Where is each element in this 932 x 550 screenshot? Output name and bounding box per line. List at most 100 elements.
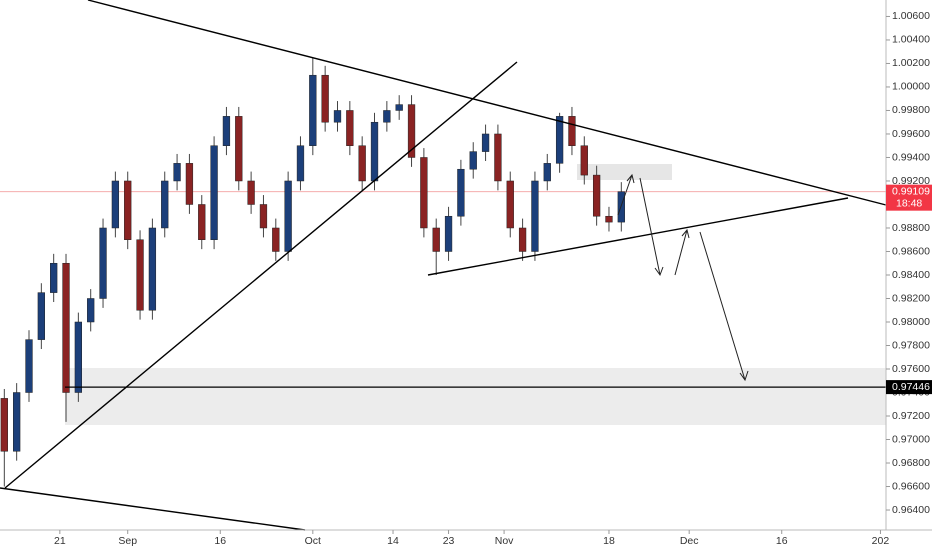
- candle-body: [185, 163, 194, 205]
- candle-body: [420, 157, 428, 229]
- y-tick-label: 0.96800: [892, 457, 930, 469]
- y-tick-label: 0.97600: [892, 363, 930, 375]
- candle-body: [111, 180, 120, 229]
- candle-body: [531, 180, 539, 252]
- x-tick-label: 21: [54, 535, 66, 547]
- last-price-box: [886, 184, 932, 211]
- candle-body: [592, 174, 601, 217]
- candle-body: [74, 321, 83, 393]
- level-label-box: [886, 380, 932, 395]
- y-tick-label: 0.99800: [892, 104, 930, 116]
- candle-body: [173, 163, 181, 182]
- y-tick-label: 1.00400: [892, 34, 930, 46]
- candle-body: [432, 227, 440, 252]
- x-tick-label: Nov: [495, 535, 514, 547]
- candle-body: [494, 133, 502, 182]
- trendline: [427, 197, 849, 276]
- x-tick-label: Sep: [118, 535, 137, 547]
- candle-body: [148, 227, 157, 311]
- arrow: [699, 231, 749, 382]
- axes: 0.96400 0.96600 0.96800 0.97000 0.97200 0.974…: [54, 10, 932, 547]
- target-box: [577, 164, 672, 180]
- y-tick-label: 0.99400: [892, 151, 930, 163]
- candle-body: [395, 104, 403, 111]
- candle-body: [407, 104, 416, 158]
- candle-body: [444, 215, 453, 252]
- y-tick-label: 0.98600: [892, 245, 930, 257]
- candle-body: [333, 110, 342, 123]
- y-tick-label: 1.00000: [892, 81, 930, 93]
- candle-body: [62, 262, 70, 393]
- candle-body: [321, 74, 329, 123]
- candle-body: [87, 298, 95, 323]
- candle-body: [25, 339, 33, 393]
- candle-body: [272, 227, 280, 252]
- candle-body: [580, 145, 588, 176]
- candle-body: [0, 398, 8, 452]
- candle-body: [469, 151, 477, 170]
- candle-body: [383, 110, 391, 123]
- x-tick-label: 202: [872, 535, 890, 547]
- candle-body: [222, 116, 231, 146]
- y-tick-label: 0.99200: [892, 175, 930, 187]
- candle-body: [568, 116, 576, 146]
- candle-body: [506, 180, 514, 229]
- candle-body: [37, 292, 45, 340]
- y-tick-label: 0.97000: [892, 433, 930, 445]
- y-tick-label: 0.97200: [892, 410, 930, 422]
- candle-body: [13, 392, 21, 452]
- candle-body: [124, 180, 132, 240]
- y-tick-label: 0.99600: [892, 128, 930, 140]
- candle-body: [358, 145, 366, 182]
- candle-body: [605, 215, 613, 223]
- candle-body: [555, 116, 564, 164]
- candle-body: [370, 121, 379, 182]
- candle-body: [346, 110, 354, 146]
- candle-body: [259, 204, 268, 229]
- x-tick-label: 16: [776, 535, 788, 547]
- arrow: [674, 228, 690, 276]
- x-tick-label: Dec: [680, 535, 699, 547]
- arrow: [617, 173, 635, 216]
- candle-body: [247, 180, 255, 205]
- trendline: [4, 61, 518, 489]
- candle-body: [481, 133, 490, 152]
- x-tick-label: Oct: [305, 535, 321, 547]
- candle-body: [296, 145, 305, 182]
- candle-body: [235, 116, 243, 182]
- y-tick-label: 1.00200: [892, 57, 930, 69]
- candle-body: [136, 239, 144, 311]
- candle-body: [543, 163, 551, 182]
- y-tick-label: 0.97800: [892, 339, 930, 351]
- trendline: [87, 0, 887, 206]
- candle-body: [198, 204, 206, 240]
- candle-body: [457, 168, 465, 217]
- candle-body: [284, 180, 292, 252]
- arrows: [617, 173, 749, 382]
- y-tick-label: 1.00600: [892, 10, 930, 22]
- candle-body: [99, 227, 107, 299]
- candle-body: [518, 227, 527, 252]
- y-tick-label: 0.98000: [892, 316, 930, 328]
- arrow: [639, 177, 664, 277]
- x-tick-label: 16: [214, 535, 226, 547]
- x-tick-label: 14: [387, 535, 399, 547]
- y-tick-label: 0.96600: [892, 480, 930, 492]
- trendline: [0, 487, 306, 531]
- candle-body: [50, 262, 58, 293]
- level-label: 0.97446: [892, 381, 930, 393]
- x-tick-label: 23: [443, 535, 455, 547]
- y-tick-label: 0.98200: [892, 292, 930, 304]
- last-price-label: 0.99109: [892, 185, 930, 197]
- candle-body: [309, 74, 317, 146]
- drawings: [0, 0, 887, 531]
- y-tick-label: 0.96400: [892, 504, 930, 516]
- candle-body: [161, 180, 169, 229]
- y-tick-label: 0.98400: [892, 269, 930, 281]
- zone-box: [65, 368, 886, 425]
- countdown-label: 18:48: [896, 197, 922, 209]
- y-tick-label: 0.98800: [892, 222, 930, 234]
- x-tick-label: 18: [603, 535, 615, 547]
- candle-body: [210, 145, 218, 240]
